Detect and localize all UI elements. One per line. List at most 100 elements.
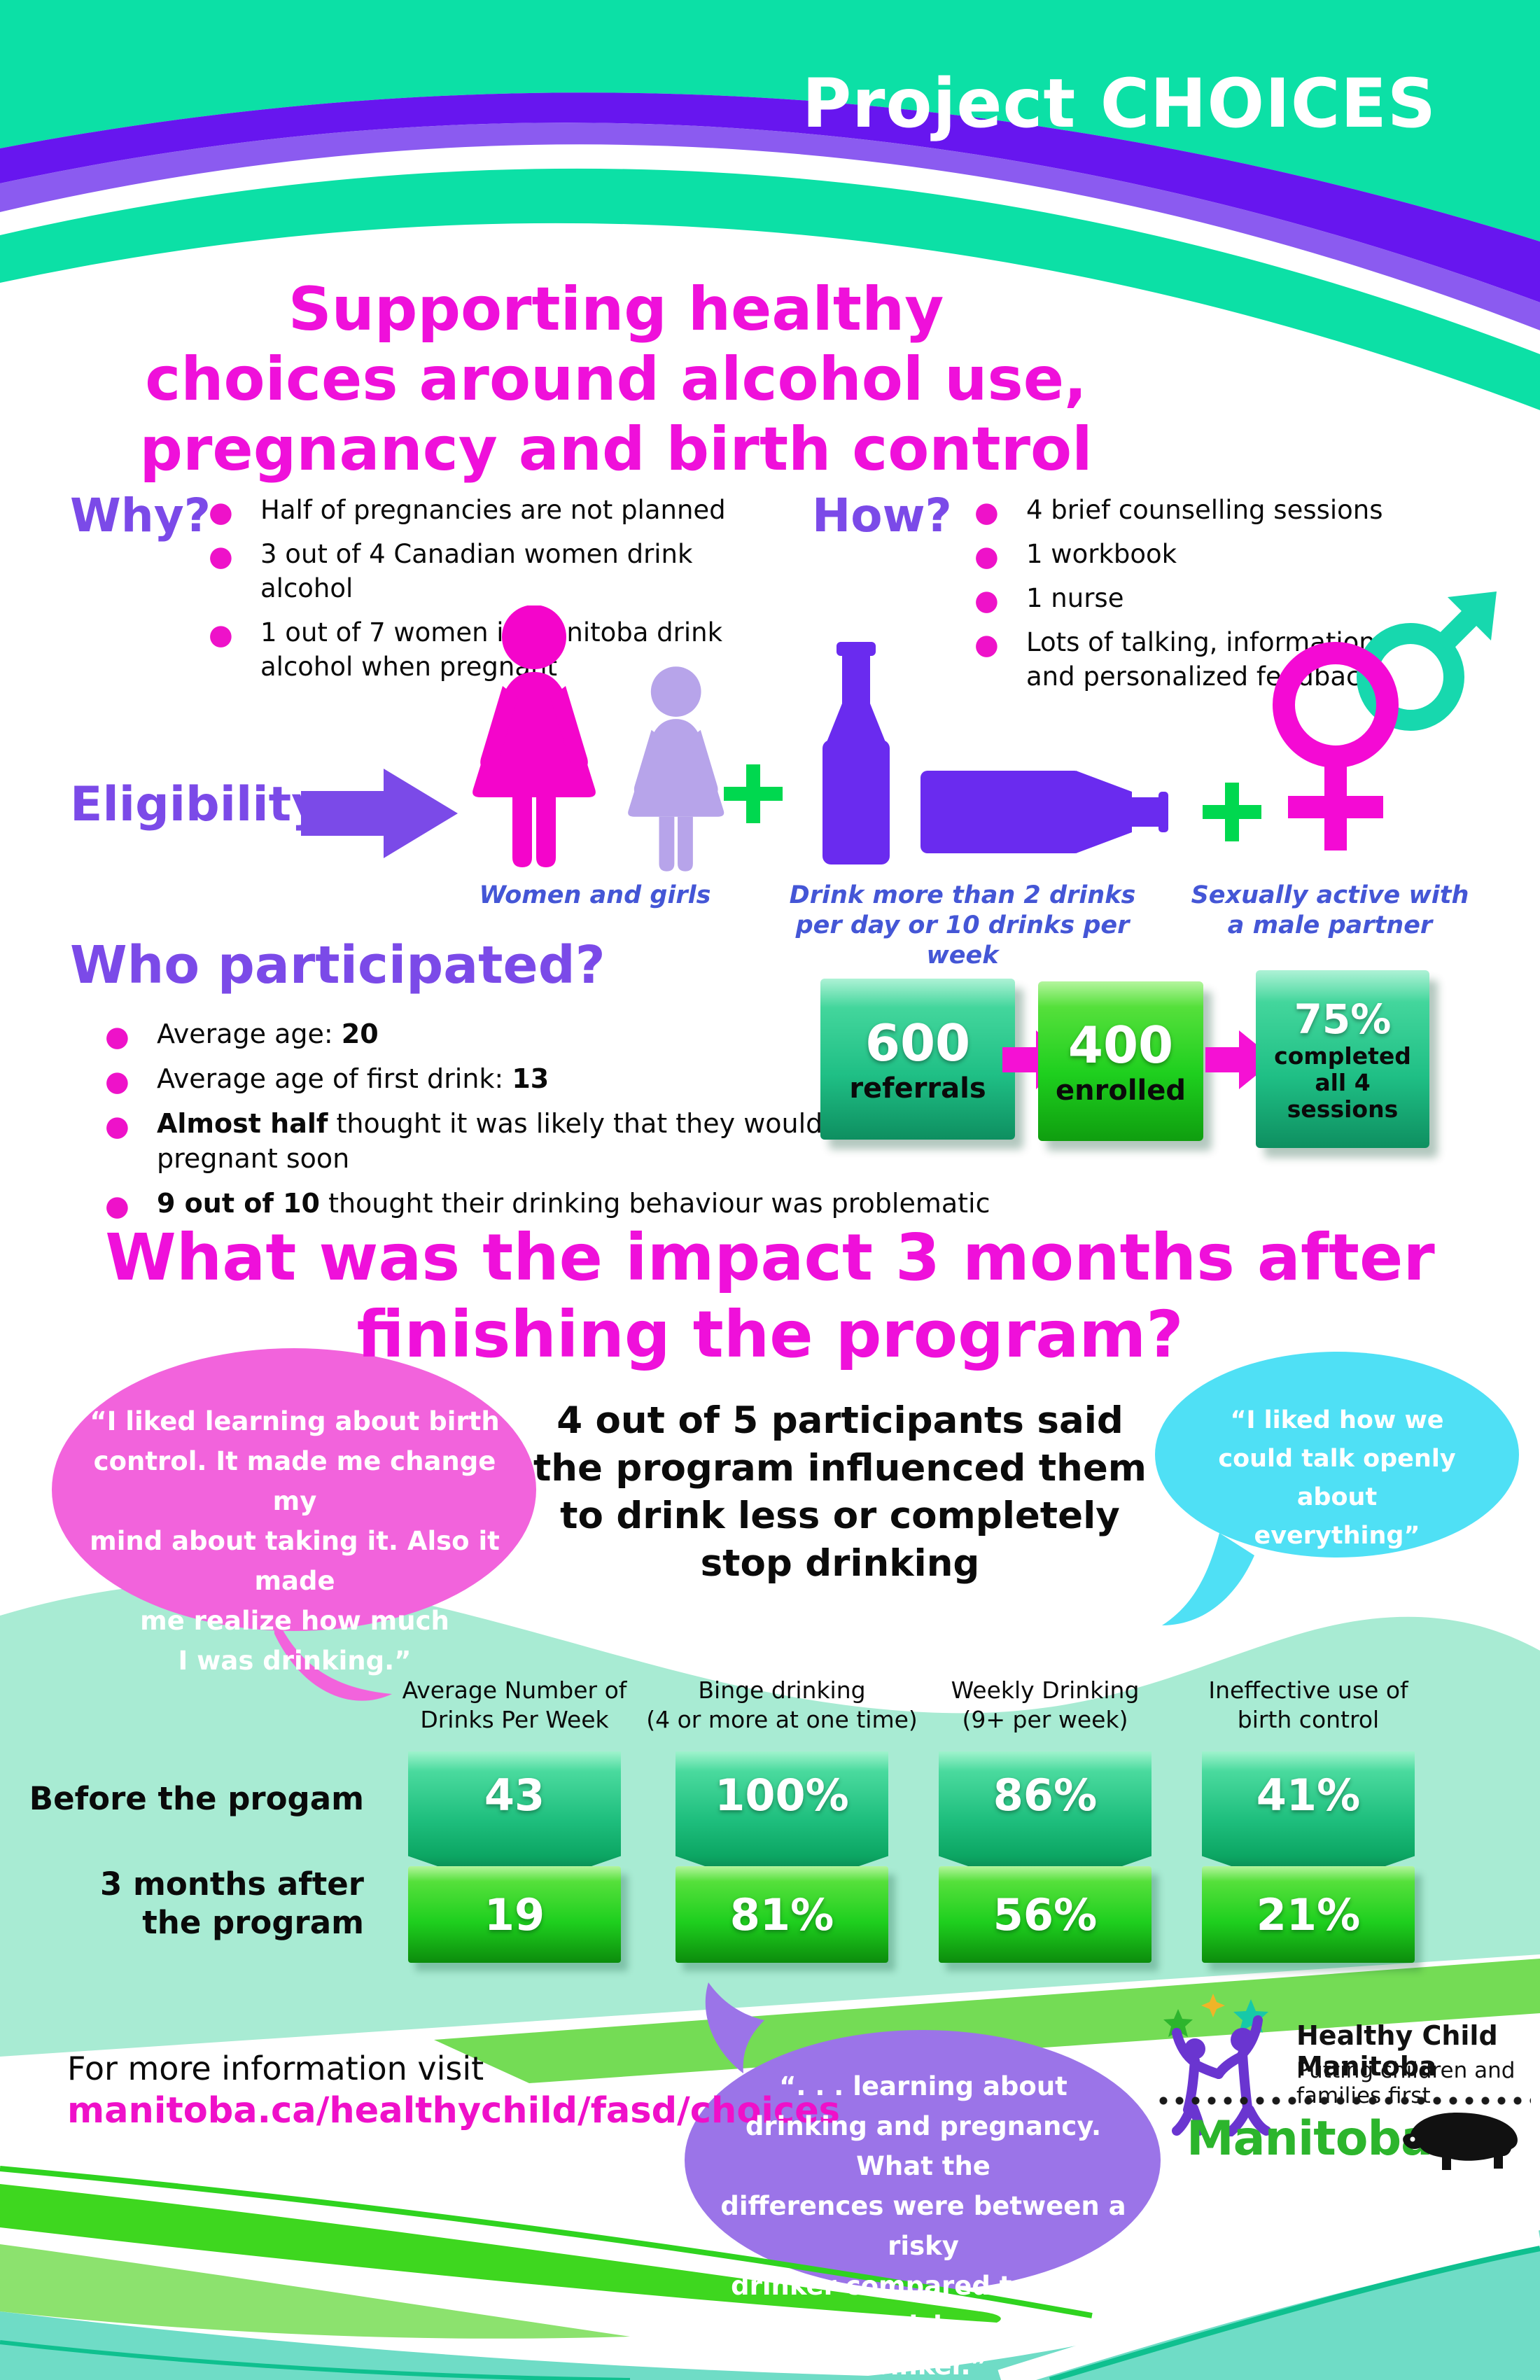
female-male-symbols-icon bbox=[1273, 592, 1497, 850]
table-value-box: 19 bbox=[408, 1866, 621, 1963]
quote-line: drinker compared to a low risk bbox=[731, 2271, 1116, 2341]
bottom-green-line bbox=[0, 2166, 1093, 2318]
quote-line: could talk openly about bbox=[1218, 1445, 1456, 1511]
funnel-value: 400 bbox=[1068, 1016, 1174, 1074]
column-header-line: Ineffective use of bbox=[1208, 1676, 1408, 1704]
column-header-line: Average Number of bbox=[402, 1676, 627, 1704]
plus-icon bbox=[724, 764, 783, 823]
pink-bubble-tail bbox=[273, 1610, 392, 1701]
list-item: ● 9 out of 10 thought their drinking beha… bbox=[105, 1186, 1057, 1222]
who-participated-heading: Who participated? bbox=[70, 935, 606, 995]
green-edge-band bbox=[434, 1959, 1540, 2083]
bullet-dot-icon: ● bbox=[209, 540, 233, 573]
table-value: 56% bbox=[993, 1889, 1098, 1940]
table-value-box: 21% bbox=[1202, 1866, 1415, 1963]
column-header-line: Weekly Drinking bbox=[951, 1676, 1140, 1704]
bottom-green-band bbox=[0, 2184, 1001, 2323]
impact-heading-line: What was the impact 3 months after bbox=[105, 1220, 1435, 1295]
quote-line: “. . . learning about bbox=[779, 2071, 1068, 2101]
eligibility-heading: Eligibility bbox=[70, 777, 323, 832]
column-header-line: Binge drinking bbox=[698, 1676, 866, 1704]
star-icon bbox=[1201, 1994, 1225, 2017]
bottom-teal-line bbox=[1049, 2246, 1540, 2380]
bison-icon bbox=[1403, 2113, 1518, 2170]
main-title: Supporting healthy choices around alcoho… bbox=[0, 274, 1232, 484]
column-header-line: (4 or more at one time) bbox=[646, 1706, 918, 1733]
row-label-after: 3 months after the program bbox=[100, 1865, 364, 1941]
pink-speech-bubble bbox=[52, 1348, 536, 1631]
table-column-header: Weekly Drinking (9+ per week) bbox=[898, 1676, 1192, 1735]
bullet-dot-icon: ● bbox=[209, 619, 233, 651]
list-item: ● 1 out of 7 women in Manitoba drink alco… bbox=[209, 615, 762, 684]
statement-line: stop drinking bbox=[700, 1542, 980, 1585]
quote-line: everything” bbox=[1254, 1522, 1420, 1550]
bullet-text: Average age of first drink: bbox=[157, 1063, 512, 1094]
impact-heading: What was the impact 3 months after finis… bbox=[0, 1219, 1540, 1373]
statement-line: the program influenced them bbox=[533, 1447, 1147, 1490]
quote-bottom: “. . . learning about drinking and pregn… bbox=[715, 2066, 1131, 2380]
footer-url: manitoba.ca/healthychild/fasd/choices bbox=[67, 2090, 841, 2132]
women-figures-icon bbox=[472, 606, 724, 872]
star-icon bbox=[1163, 2009, 1193, 2037]
purple-speech-bubble bbox=[685, 2030, 1161, 2290]
quote-right: “I liked how we could talk openly about … bbox=[1183, 1401, 1491, 1555]
arrow-right-icon bbox=[1205, 1030, 1275, 1089]
quote-line: control. It made me change my bbox=[93, 1446, 496, 1516]
funnel-label: referrals bbox=[849, 1072, 986, 1105]
header-teal-stripe bbox=[0, 168, 1540, 410]
logo-title: Healthy Child Manitoba bbox=[1296, 2020, 1498, 2082]
dancing-figures-icon bbox=[1172, 2015, 1271, 2136]
quote-line: “I liked learning about birth bbox=[90, 1406, 500, 1436]
bullet-text: Half of pregnancies are not planned bbox=[260, 495, 726, 525]
bullet-text: 1 nurse bbox=[1026, 583, 1124, 613]
impact-statement: 4 out of 5 participants said the program… bbox=[532, 1397, 1148, 1588]
impact-heading-line: finishing the program? bbox=[356, 1297, 1184, 1372]
page-title: Project CHOICES bbox=[802, 64, 1436, 143]
manitoba-wordmark: Manitoba bbox=[1186, 2111, 1433, 2166]
funnel-value: 600 bbox=[864, 1014, 971, 1072]
alcohol-bottles-icon bbox=[822, 642, 1168, 864]
table-value: 100% bbox=[715, 1770, 849, 1821]
bullet-dot-icon: ● bbox=[105, 1110, 130, 1142]
statement-line: 4 out of 5 participants said bbox=[556, 1399, 1124, 1442]
purple-bubble-tail bbox=[705, 1982, 764, 2073]
table-value: 21% bbox=[1256, 1889, 1361, 1940]
bullet-dot-icon: ● bbox=[105, 1021, 130, 1053]
main-title-line: pregnancy and birth control bbox=[139, 414, 1093, 484]
funnel-label: completed all 4 sessions bbox=[1274, 1042, 1411, 1123]
why-heading: Why? bbox=[70, 489, 211, 542]
quote-line: me realize how much bbox=[140, 1606, 449, 1636]
how-bullet-list: ● 4 brief counselling sessions ● 1 workboo… bbox=[974, 493, 1422, 704]
bullet-text: Average age: bbox=[157, 1018, 342, 1049]
bullet-text: thought their drinking behaviour was pro… bbox=[319, 1188, 990, 1219]
cyan-speech-bubble bbox=[1155, 1352, 1519, 1558]
quote-line: I was drinking.” bbox=[178, 1646, 412, 1676]
table-value-box: 81% bbox=[676, 1866, 888, 1963]
bottom-corner-line bbox=[0, 2340, 631, 2380]
list-item: ● Half of pregnancies are not planned bbox=[209, 493, 762, 528]
bullet-dot-icon: ● bbox=[105, 1065, 130, 1098]
bullet-dot-icon: ● bbox=[974, 496, 999, 528]
list-item: ● 1 workbook bbox=[974, 537, 1422, 573]
table-value: 41% bbox=[1256, 1770, 1361, 1821]
criterion-caption: Sexually active with a male partner bbox=[1191, 881, 1469, 939]
healthy-child-manitoba-logo-icon bbox=[1163, 1994, 1271, 2136]
list-item: ● 1 nurse bbox=[974, 581, 1422, 617]
funnel-box-completed: 75% completed all 4 sessions bbox=[1256, 970, 1429, 1148]
quote-line: drinker.” bbox=[859, 2351, 988, 2380]
table-value-box: 56% bbox=[939, 1866, 1152, 1963]
funnel-box-referrals: 600 referrals bbox=[820, 979, 1015, 1140]
quote-line: “I liked how we bbox=[1230, 1406, 1444, 1434]
table-value: 86% bbox=[993, 1770, 1098, 1821]
arrow-right-icon bbox=[301, 769, 458, 858]
quote-line: differences were between a risky bbox=[720, 2191, 1126, 2261]
statement-line: to drink less or completely bbox=[560, 1494, 1120, 1537]
bullet-dot-icon: ● bbox=[974, 584, 999, 617]
star-icon bbox=[1233, 1999, 1268, 2033]
table-column-header: Binge drinking (4 or more at one time) bbox=[635, 1676, 929, 1735]
funnel-value: 75% bbox=[1294, 995, 1392, 1043]
table-value: 43 bbox=[484, 1770, 545, 1821]
table-value: 81% bbox=[729, 1889, 834, 1940]
main-title-line: choices around alcohol use, bbox=[145, 344, 1087, 414]
